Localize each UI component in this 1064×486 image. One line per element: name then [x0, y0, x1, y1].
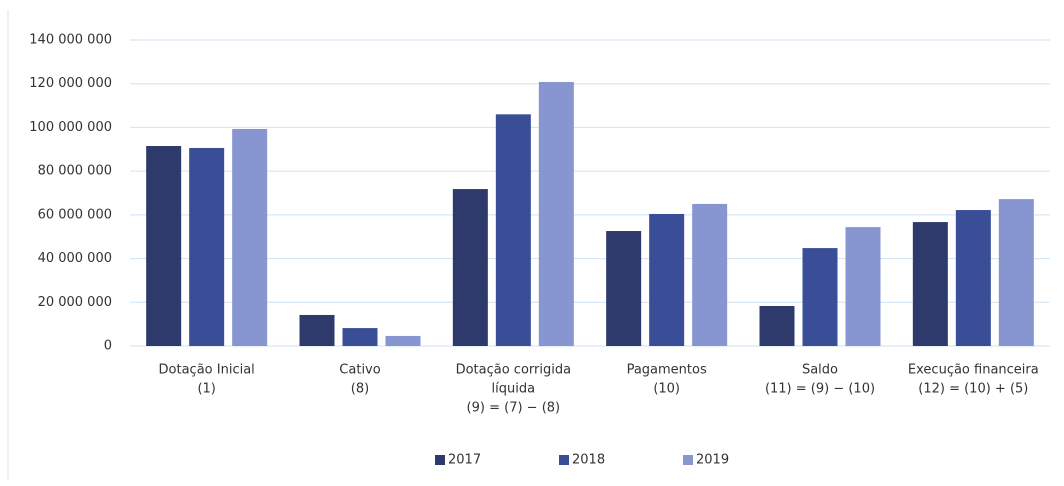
- x-tick-label: Saldo: [802, 363, 838, 378]
- bar: [495, 114, 531, 346]
- bar: [538, 81, 574, 347]
- x-tick-label: (12) = (10) + (5): [918, 382, 1028, 397]
- bar: [299, 314, 335, 346]
- x-tick-label: líquida: [492, 382, 536, 397]
- bar: [342, 328, 378, 346]
- bar: [232, 128, 268, 346]
- x-tick-label: (11) = (9) − (10): [765, 382, 875, 397]
- x-tick-label: Execução financeira: [908, 363, 1039, 378]
- y-tick-label: 120 000 000: [29, 76, 112, 91]
- y-tick-label: 20 000 000: [38, 295, 112, 310]
- x-tick-label: (10): [653, 382, 680, 397]
- bar: [385, 335, 421, 346]
- legend-swatch: [435, 455, 445, 465]
- x-tick-label: Pagamentos: [627, 363, 707, 378]
- y-tick-label: 40 000 000: [38, 251, 112, 266]
- bar: [912, 222, 948, 346]
- bar: [189, 147, 225, 346]
- y-tick-label: 0: [104, 339, 112, 354]
- x-tick-label: Dotação corrigida: [456, 363, 571, 378]
- bar: [606, 231, 642, 346]
- bar: [955, 210, 991, 346]
- legend-label: 2017: [448, 453, 481, 468]
- bar: [649, 213, 685, 346]
- bar: [998, 199, 1034, 346]
- y-tick-label: 100 000 000: [29, 120, 112, 135]
- legend-swatch: [683, 455, 693, 465]
- bar: [759, 306, 795, 346]
- bar: [692, 203, 728, 346]
- bar: [146, 146, 182, 346]
- y-tick-label: 60 000 000: [38, 207, 112, 222]
- x-tick-label: (1): [197, 382, 215, 397]
- y-tick-label: 80 000 000: [38, 164, 112, 179]
- bar: [845, 227, 881, 346]
- x-tick-label: Cativo: [339, 363, 380, 378]
- x-tick-label: (9) = (7) − (8): [467, 401, 561, 416]
- bar: [802, 248, 838, 346]
- legend-swatch: [559, 455, 569, 465]
- bar: [452, 189, 488, 346]
- legend-label: 2019: [696, 453, 729, 468]
- x-tick-label: Dotação Inicial: [159, 363, 255, 378]
- x-tick-label: (8): [351, 382, 369, 397]
- y-tick-label: 140 000 000: [29, 33, 112, 48]
- legend-label: 2018: [572, 453, 605, 468]
